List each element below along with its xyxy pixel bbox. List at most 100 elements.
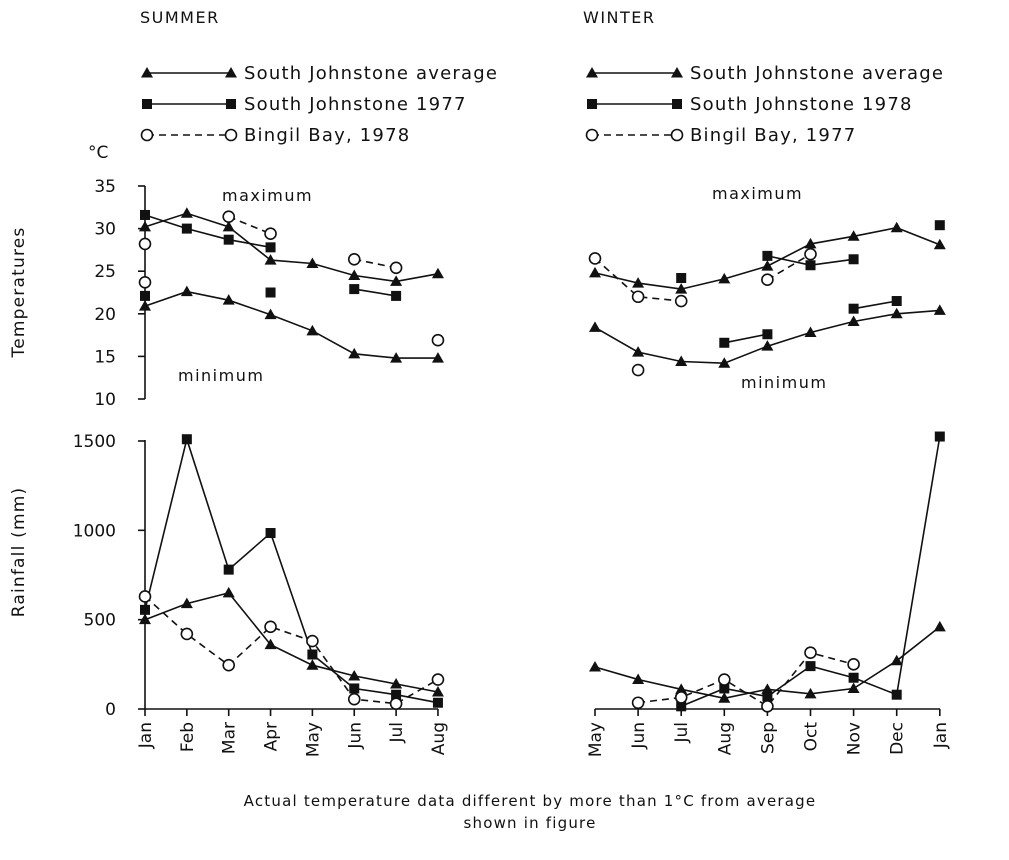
summer-temp-square-point-apr: [265, 242, 276, 253]
summer-rain-square-point-jun: [349, 683, 360, 694]
winter-legend-triangle-icon: [671, 67, 683, 78]
winter-rain-square-point-sep: [762, 691, 773, 702]
winter-rain-circle-point-aug: [717, 673, 731, 686]
rain-tick-label: 1000: [73, 521, 116, 541]
winter-rain-triangle-point-nov: [847, 682, 860, 693]
winter-rain-triangle-point-jun: [632, 673, 645, 685]
summer-temp-triangle-point-jan: [139, 220, 151, 232]
winter-month-dec: Dec: [888, 722, 908, 755]
winter-temp-square-line-3-0: [724, 333, 768, 344]
winter-temp-triangle-point-nov: [847, 230, 860, 241]
summer-rain-circle-point-jan: [138, 590, 152, 603]
summer-temp-circle-point-apr: [264, 227, 277, 241]
winter-month-nov: Nov: [845, 722, 865, 755]
summer-month-aug: Aug: [429, 722, 449, 755]
summer-month-feb: Feb: [178, 722, 198, 752]
winter-month-aug: Aug: [715, 722, 735, 755]
footnote-line-1: Actual temperature data different by mor…: [244, 792, 817, 810]
winter-temp-triangle-point-jan: [933, 238, 946, 250]
winter-rain-square-point-jul: [676, 701, 687, 712]
summer-temp-circle-point-jan: [138, 275, 152, 289]
summer-legend-label-1: South Johnstone 1977: [244, 94, 467, 115]
summer-rain-circle-point-feb: [180, 627, 194, 641]
winter-legend-label-1: South Johnstone 1978: [690, 94, 913, 115]
winter-temp-triangle-point-sep: [761, 260, 774, 271]
winter-month-oct: Oct: [802, 722, 822, 752]
winter-rain-square-point-jan: [934, 431, 945, 442]
winter-rain-circle-line-2-0: [638, 651, 854, 708]
summer-rain-square-line-1-0: [144, 436, 439, 704]
winter-temp-triangle-point-jun: [632, 277, 645, 288]
rain-tick-label: 0: [105, 700, 116, 720]
winter-month-sep: Sep: [758, 722, 778, 754]
summer-rain-triangle-point-jul: [390, 677, 403, 689]
summer-temp-square-line-2-1: [354, 288, 397, 297]
winter-temp-square-point-oct: [805, 260, 816, 271]
winter-rain-square-point-nov: [848, 672, 859, 683]
summer-temp-square-point-feb: [181, 223, 192, 234]
winter-temp-triangle-point-jun: [632, 346, 645, 357]
summer-legend-circle-icon: [140, 128, 154, 142]
temperature-axis-label: Temperatures: [9, 227, 29, 359]
summer-temp-triangle-point-apr: [264, 308, 277, 320]
summer-legend-label-2: Bingil Bay, 1978: [244, 125, 410, 146]
summer-legend-square-icon: [226, 99, 236, 109]
winter-legend-circle-icon: [585, 128, 599, 142]
winter-temp-triangle-point-aug: [718, 272, 731, 284]
winter-minimum-label: minimum: [741, 373, 827, 392]
winter-temp-square-point-jul: [676, 273, 687, 284]
winter-temp-square-line-3-1: [853, 300, 897, 310]
summer-temp-triangle-point-jun: [348, 347, 361, 359]
winter-temp-triangle-point-jan: [933, 304, 946, 315]
temp-tick-label: 15: [94, 347, 116, 367]
winter-temp-triangle-point-may: [589, 266, 601, 278]
winter-rain-circle-point-nov: [847, 658, 860, 671]
summer-rain-triangle-point-aug: [431, 686, 444, 697]
summer-legend-label-0: South Johnstone average: [244, 63, 498, 84]
summer-temp-square-point-mar: [223, 234, 234, 245]
summer-month-jan: Jan: [136, 722, 156, 749]
summer-rain-circle-point-aug: [431, 673, 445, 686]
summer-rain-triangle-point-jun: [348, 669, 361, 681]
summer-temp-square-point-jan: [140, 209, 150, 220]
winter-temp-triangle-point-oct: [804, 237, 817, 249]
summer-minimum-label: minimum: [178, 366, 264, 385]
summer-temp-circle-point-mar: [222, 210, 235, 223]
winter-title: WINTER: [583, 8, 656, 27]
legend-summer: South Johnstone average South Johnstone 1…: [140, 63, 498, 146]
rainfall-ticks: 1500 1000 500 0: [73, 432, 145, 720]
summer-temp-triangle-line-0-0: [144, 212, 439, 283]
summer-temp-square-point-jan: [140, 290, 150, 301]
summer-rain-circle-point-apr: [264, 620, 277, 634]
winter-legend-triangle-icon: [586, 67, 598, 78]
winter-rain-square-point-dec: [891, 689, 902, 700]
winter-temp-circle-line-4-0: [594, 257, 682, 302]
summer-rain-square-point-feb: [181, 434, 192, 445]
winter-legend-square-icon: [672, 99, 682, 109]
winter-temp-triangle-point-jul: [675, 283, 688, 294]
summer-maximum-label: maximum: [222, 186, 313, 205]
summer-temp-circle-line-4-2: [354, 258, 397, 269]
summer-month-mar: Mar: [220, 722, 240, 754]
winter-rain-triangle-point-dec: [890, 654, 903, 666]
summer-temp-triangle-point-aug: [431, 352, 444, 363]
temperature-unit: °C: [88, 143, 108, 163]
summer-rain-square-point-jul: [391, 689, 402, 700]
summer-temp-triangle-point-jul: [390, 352, 403, 363]
winter-temp-triangle-point-oct: [804, 326, 817, 338]
summer-rain-triangle-point-jan: [139, 613, 151, 625]
winter-rain-circle-point-jun: [631, 696, 645, 710]
summer-temp-square-point-apr: [265, 287, 276, 298]
summer-month-apr: Apr: [262, 722, 282, 751]
winter-temp-square-point-sep: [762, 329, 773, 340]
winter-month-jun: Jun: [629, 722, 649, 750]
winter-temp-square-point-sep: [762, 250, 773, 261]
summer-temp-circle-point-jun: [347, 252, 361, 266]
winter-temp-triangle-point-nov: [847, 315, 860, 326]
summer-temp-circle-line-4-1: [228, 215, 271, 235]
summer-temp-triangle-point-mar: [222, 220, 235, 232]
winter-temp-triangle-point-dec: [890, 307, 903, 319]
winter-legend-label-2: Bingil Bay, 1977: [690, 125, 856, 146]
summer-temp-triangle-point-jun: [348, 269, 361, 280]
summer-rain-triangle-point-feb: [180, 597, 193, 609]
